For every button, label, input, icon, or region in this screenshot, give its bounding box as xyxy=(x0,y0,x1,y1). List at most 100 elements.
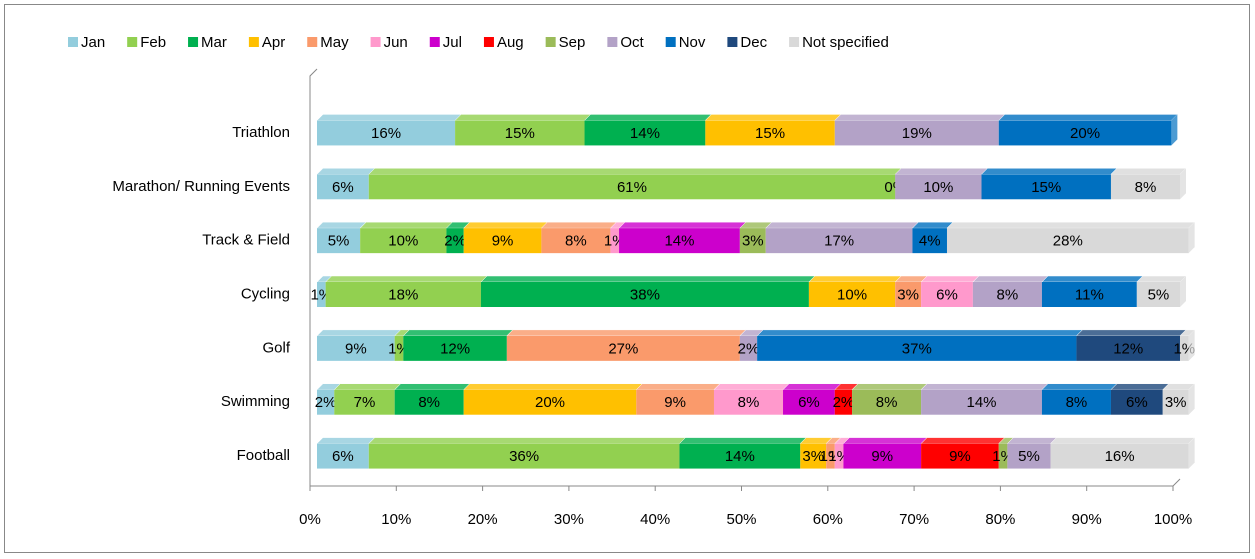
bar-segment xyxy=(834,389,853,415)
y-tick-label: Triathlon xyxy=(232,124,290,141)
legend-label: Oct xyxy=(620,34,644,51)
legend-label: Nov xyxy=(679,34,706,51)
bar-top xyxy=(316,329,402,337)
bar-top xyxy=(678,437,807,444)
y-axis xyxy=(309,68,318,486)
bar-segment xyxy=(783,389,835,415)
legend-label: Feb xyxy=(140,34,166,51)
bar-segment xyxy=(843,443,922,469)
data-label: 10% xyxy=(837,286,867,303)
data-label: 37% xyxy=(902,340,932,357)
bar-segment xyxy=(972,282,1042,307)
bar-segment xyxy=(921,282,973,307)
legend-swatch xyxy=(307,37,318,47)
bar-segment xyxy=(1041,282,1137,307)
data-label: 15% xyxy=(1031,179,1061,196)
bar-top xyxy=(368,168,902,175)
data-label: 2% xyxy=(315,394,337,411)
bar-segment xyxy=(808,282,896,307)
data-label: 15% xyxy=(505,125,535,142)
bar-segment xyxy=(368,174,896,200)
bar-segment xyxy=(317,228,361,254)
x-tick-label: 100% xyxy=(1154,511,1192,528)
bar-segment xyxy=(895,282,922,307)
bar-segment xyxy=(334,389,395,415)
bar-segment xyxy=(834,443,844,469)
data-label: 6% xyxy=(332,179,354,196)
legend-swatch xyxy=(789,37,800,47)
legend-swatch xyxy=(188,37,199,47)
legend-swatch xyxy=(607,37,618,47)
bar-top xyxy=(540,221,618,229)
data-label: 19% xyxy=(902,125,932,142)
bar-top xyxy=(782,383,842,390)
data-label: 12% xyxy=(1113,340,1143,357)
bar-end xyxy=(1180,168,1186,200)
bar-top xyxy=(1136,275,1187,283)
x-tick-label: 50% xyxy=(726,511,756,528)
bar-segment xyxy=(757,335,1077,361)
bar-top xyxy=(1041,383,1118,390)
bar-segment xyxy=(1110,389,1163,415)
legend-swatch xyxy=(545,37,556,47)
data-label: 3% xyxy=(742,233,764,250)
bar-top xyxy=(1110,168,1187,175)
bar-segment xyxy=(739,228,766,254)
data-label: 27% xyxy=(608,340,638,357)
bar-top xyxy=(756,329,1084,337)
bar-segment xyxy=(921,443,999,469)
bar-segment xyxy=(463,389,637,415)
bar-end xyxy=(1188,437,1195,469)
legend-label: May xyxy=(320,34,349,51)
legend-swatch xyxy=(665,37,676,47)
data-label: 8% xyxy=(738,394,760,411)
bar-segment xyxy=(921,389,1042,415)
data-label: 8% xyxy=(418,394,440,411)
data-label: 17% xyxy=(824,233,854,250)
bar-segment xyxy=(446,228,464,254)
x-tick-label: 70% xyxy=(899,511,929,528)
bar-top xyxy=(920,275,980,283)
legend-label: Aug xyxy=(497,34,524,51)
bar-segment xyxy=(895,174,982,200)
bar-end xyxy=(1180,276,1186,307)
legend-swatch xyxy=(370,37,381,47)
bar-top xyxy=(316,221,367,229)
data-label: 15% xyxy=(755,125,785,142)
bar-segment xyxy=(394,389,464,415)
x-tick-label: 90% xyxy=(1072,511,1102,528)
bar-top xyxy=(998,114,1178,121)
x-tick-label: 80% xyxy=(985,511,1015,528)
bar-segment xyxy=(1076,335,1180,361)
bar-segment xyxy=(541,228,611,254)
legend-swatch xyxy=(127,37,138,47)
data-label: 28% xyxy=(1053,233,1083,250)
data-label: 36% xyxy=(509,448,539,465)
data-label: 14% xyxy=(630,125,660,142)
data-label: 7% xyxy=(354,394,376,411)
legend-label: Apr xyxy=(262,34,285,51)
bar-top xyxy=(454,114,592,121)
bar-top xyxy=(333,383,402,390)
bar-segment xyxy=(360,228,447,254)
data-label: 18% xyxy=(388,286,418,303)
bar-top xyxy=(463,383,643,390)
data-label: 6% xyxy=(1126,394,1148,411)
legend-label: Not specified xyxy=(802,34,889,51)
bar-top xyxy=(316,168,376,175)
bar-segment xyxy=(998,443,1008,469)
bar-segment xyxy=(317,174,369,200)
legend-label: Jun xyxy=(384,34,408,51)
x-tick-label: 10% xyxy=(381,511,411,528)
data-label: 9% xyxy=(345,340,367,357)
data-label: 6% xyxy=(936,286,958,303)
bar-top xyxy=(316,437,376,444)
bar-segment xyxy=(998,120,1172,146)
data-label: 8% xyxy=(997,286,1019,303)
data-label: 3% xyxy=(897,286,919,303)
bar-top xyxy=(1049,437,1196,444)
data-label: 3% xyxy=(1165,394,1187,411)
bar-top xyxy=(368,437,687,444)
bar-segment xyxy=(1180,335,1189,361)
